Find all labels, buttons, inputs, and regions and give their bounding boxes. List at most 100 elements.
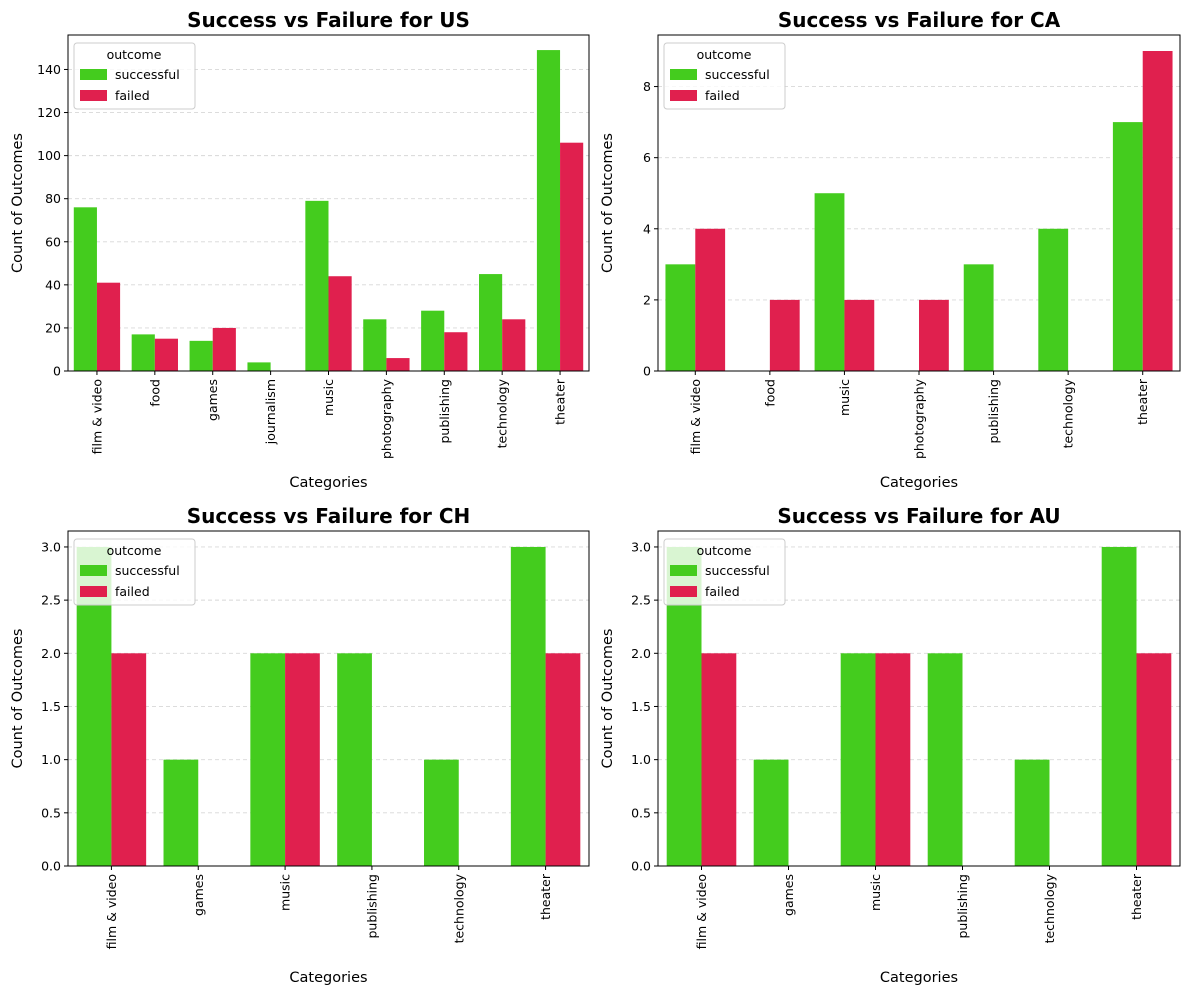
bar-successful xyxy=(163,759,199,866)
bar-failed xyxy=(386,358,410,371)
x-tick-label: theater xyxy=(1129,873,1144,920)
x-tick-label: publishing xyxy=(986,379,1001,444)
bar-failed xyxy=(560,142,584,371)
bar-successful xyxy=(510,546,546,866)
bar-failed xyxy=(502,319,526,371)
y-tick-label: 1.0 xyxy=(41,752,61,767)
x-tick-label: music xyxy=(321,379,336,416)
bar-failed xyxy=(701,653,737,866)
bar-failed xyxy=(844,299,875,371)
legend-title: outcome xyxy=(107,543,162,558)
y-tick-label: 0 xyxy=(53,364,61,379)
legend-label: failed xyxy=(115,584,150,599)
x-tick-label: film & video xyxy=(89,379,104,454)
legend-label: failed xyxy=(705,584,740,599)
bar-successful xyxy=(189,340,213,371)
y-axis-label: Count of Outcomes xyxy=(600,629,616,769)
x-tick-label: theater xyxy=(538,873,553,920)
bar-failed xyxy=(1136,653,1172,866)
y-tick-label: 8 xyxy=(643,79,651,94)
legend: outcome successful failed xyxy=(73,42,196,110)
x-tick-label: technology xyxy=(1042,873,1057,943)
bar-successful xyxy=(1038,228,1069,371)
y-tick-label: 60 xyxy=(45,234,61,249)
x-tick-label: publishing xyxy=(364,874,379,939)
x-axis-label: Categories xyxy=(880,970,958,986)
bar-failed xyxy=(1142,51,1173,371)
legend-swatch-successful xyxy=(670,69,697,80)
chart-title: Success vs Failure for AU xyxy=(777,504,1060,528)
bar-failed xyxy=(769,299,800,371)
subplot-3: 0.0 0.5 1.0 1.5 2.0 2.5 3.0 film & video games mu… xyxy=(600,504,1181,986)
subplot-1: 0 2 4 6 8 film & video food music photography pub… xyxy=(600,8,1181,491)
bar-successful xyxy=(424,759,459,866)
y-tick-label: 40 xyxy=(45,277,61,292)
y-tick-label: 0.5 xyxy=(41,805,61,820)
bar-failed xyxy=(154,338,178,371)
legend-swatch-successful xyxy=(80,69,107,80)
bar-successful xyxy=(73,207,97,371)
y-tick-label: 4 xyxy=(643,221,651,236)
y-tick-label: 80 xyxy=(45,191,61,206)
legend-swatch-failed xyxy=(670,586,697,597)
y-tick-label: 3.0 xyxy=(41,539,61,554)
legend-swatch-successful xyxy=(670,565,697,576)
x-tick-label: games xyxy=(781,874,796,916)
chart-title: Success vs Failure for CH xyxy=(187,504,471,528)
x-tick-label: technology xyxy=(495,378,510,448)
bar-successful xyxy=(814,193,845,371)
bar-failed xyxy=(695,228,726,371)
y-tick-label: 0.5 xyxy=(631,805,651,820)
bar-successful xyxy=(665,264,696,371)
legend-label: successful xyxy=(705,67,770,82)
bar-successful xyxy=(753,759,789,866)
x-tick-label: food xyxy=(762,379,777,407)
bar-failed xyxy=(545,653,581,866)
plot-frame xyxy=(657,530,1181,867)
bar-failed xyxy=(285,653,320,866)
x-tick-label: theater xyxy=(1135,378,1150,425)
bar-successful xyxy=(840,653,876,866)
x-tick-label: technology xyxy=(451,873,466,943)
bar-successful xyxy=(131,334,155,371)
x-tick-label: music xyxy=(278,874,293,911)
x-tick-label: journalism xyxy=(263,379,278,445)
y-tick-label: 2.5 xyxy=(631,593,651,608)
y-tick-label: 2.0 xyxy=(631,646,651,661)
x-tick-label: publishing xyxy=(437,379,452,444)
bar-successful xyxy=(1101,546,1137,866)
y-tick-label: 120 xyxy=(37,105,61,120)
bar-successful xyxy=(1112,122,1143,371)
x-tick-label: food xyxy=(147,379,162,407)
legend-swatch-successful xyxy=(80,565,107,576)
y-tick-label: 140 xyxy=(37,62,61,77)
bar-successful xyxy=(479,274,503,371)
bar-successful xyxy=(337,653,372,866)
x-tick-label: theater xyxy=(553,378,568,425)
y-tick-label: 20 xyxy=(45,320,61,335)
y-tick-label: 0.0 xyxy=(631,859,651,874)
bar-successful xyxy=(247,362,271,371)
x-tick-label: music xyxy=(868,874,883,911)
bar-successful xyxy=(963,264,994,371)
x-tick-label: technology xyxy=(1061,378,1076,448)
y-tick-label: 3.0 xyxy=(631,539,651,554)
legend: outcome successful failed xyxy=(663,538,786,606)
bar-successful xyxy=(536,50,561,371)
chart-title: Success vs Failure for CA xyxy=(778,8,1061,32)
bar-failed xyxy=(919,299,949,371)
y-tick-label: 2.5 xyxy=(41,593,61,608)
y-axis-label: Count of Outcomes xyxy=(600,133,616,273)
subplot-0: 0 20 40 60 80 100 120 140 film & video food games j… xyxy=(10,8,590,491)
legend-label: failed xyxy=(115,88,150,103)
subplot-2: 0.0 0.5 1.0 1.5 2.0 2.5 3.0 film & video games mu… xyxy=(10,504,590,986)
x-tick-label: games xyxy=(205,379,220,421)
y-tick-label: 1.0 xyxy=(631,752,651,767)
bar-successful xyxy=(1014,759,1050,866)
legend-title: outcome xyxy=(107,47,162,62)
bar-successful xyxy=(421,310,445,371)
bar-failed xyxy=(875,653,911,866)
x-tick-label: publishing xyxy=(955,874,970,939)
x-axis-label: Categories xyxy=(289,970,367,986)
bar-successful xyxy=(305,200,329,371)
